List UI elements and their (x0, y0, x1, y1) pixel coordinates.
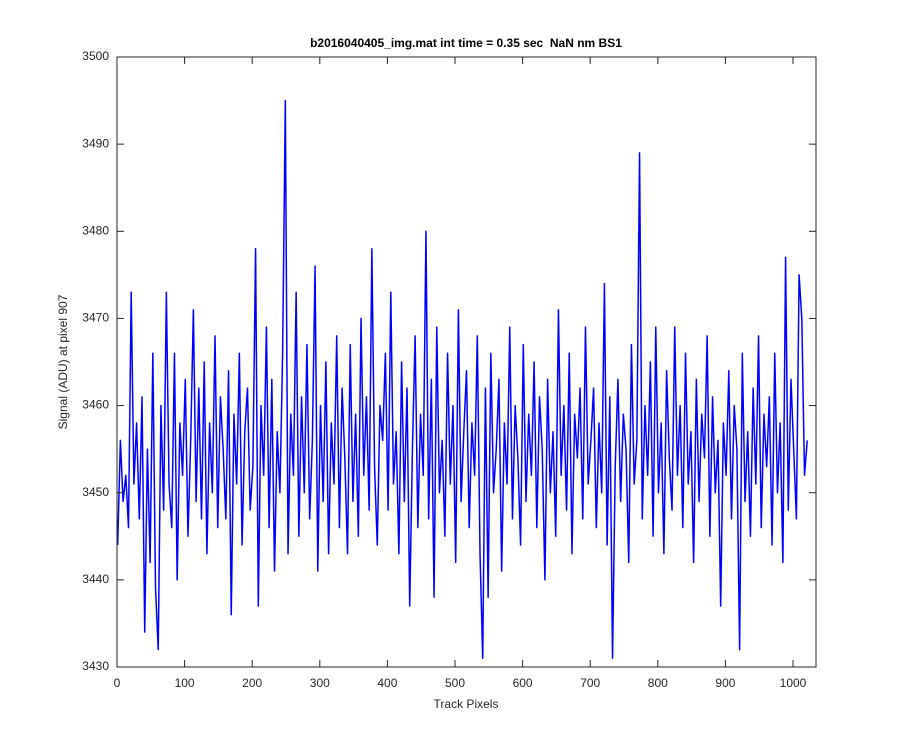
data-line (116, 99, 808, 660)
x-tick-label: 400 (377, 676, 397, 690)
y-tick-label: 3450 (82, 485, 109, 499)
x-tick-label: 300 (310, 676, 330, 690)
x-tick-label: 1000 (780, 676, 807, 690)
y-tick-label: 3460 (82, 398, 109, 412)
x-tick-label: 800 (648, 676, 668, 690)
x-tick-label: 100 (175, 676, 195, 690)
y-tick-label: 3470 (82, 311, 109, 325)
y-tick-label: 3490 (82, 136, 109, 150)
x-tick-label: 600 (513, 676, 533, 690)
x-axis-label: Track Pixels (434, 697, 499, 711)
chart-title: b2016040405_img.mat int time = 0.35 sec … (310, 36, 622, 50)
x-tick-label: 500 (445, 676, 465, 690)
y-axis-label: Signal (ADU) at pixel 907 (56, 294, 70, 429)
y-tick-label: 3430 (82, 659, 109, 673)
y-tick-label: 3480 (82, 223, 109, 237)
axes-box (116, 56, 817, 668)
x-tick-label: 900 (715, 676, 735, 690)
y-tick-label: 3500 (82, 49, 109, 63)
x-tick-label: 0 (114, 676, 121, 690)
x-tick-label: 200 (242, 676, 262, 690)
y-tick-label: 3440 (82, 572, 109, 586)
x-tick-label: 700 (580, 676, 600, 690)
